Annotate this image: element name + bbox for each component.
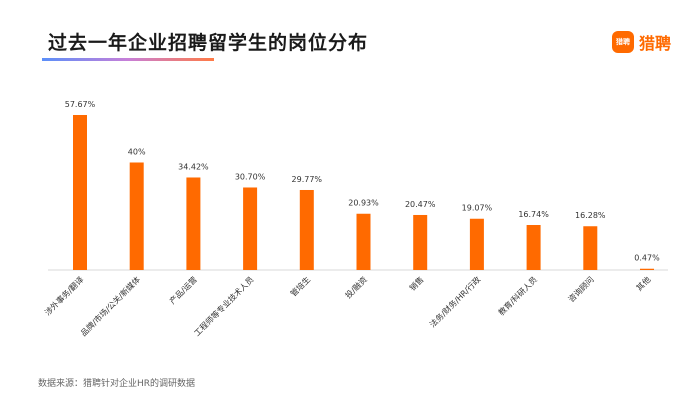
category-label-9: 咨询顾问 bbox=[566, 274, 596, 304]
bar-1 bbox=[129, 162, 144, 270]
data-label-2: 34.42% bbox=[178, 162, 209, 171]
bar-9 bbox=[583, 226, 598, 270]
data-label-9: 16.28% bbox=[575, 211, 606, 220]
category-label-4: 管培生 bbox=[288, 274, 312, 298]
category-label-6: 销售 bbox=[407, 274, 425, 292]
bar-5 bbox=[356, 213, 371, 270]
data-label-0: 57.67% bbox=[65, 100, 96, 109]
bar-6 bbox=[413, 214, 428, 270]
bar-2 bbox=[186, 177, 201, 270]
category-label-10: 其他 bbox=[634, 274, 652, 292]
data-source-note: 数据来源：猎聘针对企业HR的调研数据 bbox=[38, 379, 196, 389]
data-label-1: 40% bbox=[128, 147, 146, 156]
data-label-5: 20.93% bbox=[348, 199, 379, 208]
data-label-3: 30.70% bbox=[235, 172, 266, 181]
category-label-3: 工程师等专业技术人员 bbox=[192, 274, 256, 338]
logo-text: 猎聘 bbox=[639, 34, 672, 53]
bar-4 bbox=[299, 189, 314, 270]
category-label-5: 投/融资 bbox=[343, 274, 369, 300]
chart-title: 过去一年企业招聘留学生的岗位分布 bbox=[48, 32, 369, 54]
category-label-0: 涉外事务/翻译 bbox=[42, 274, 85, 317]
category-label-8: 教育/科研人员 bbox=[496, 274, 539, 317]
logo-badge-icon: 猎聘 bbox=[612, 31, 634, 53]
bar-0 bbox=[73, 115, 87, 270]
data-label-4: 29.77% bbox=[292, 175, 323, 184]
data-label-8: 16.74% bbox=[518, 210, 549, 219]
data-label-10: 0.47% bbox=[634, 254, 660, 263]
data-label-6: 20.47% bbox=[405, 200, 436, 209]
title-underline bbox=[42, 58, 214, 61]
category-label-2: 产品/运营 bbox=[167, 274, 199, 306]
bar-7 bbox=[469, 218, 484, 270]
bar-3 bbox=[243, 187, 258, 270]
category-label-7: 法务/财务/HR/行政 bbox=[427, 274, 482, 329]
bar-10 bbox=[640, 268, 654, 270]
liepin-logo: 猎聘 猎聘 bbox=[612, 30, 671, 54]
bar-8 bbox=[526, 225, 541, 270]
category-label-1: 品牌/市场/公关/新媒体 bbox=[78, 274, 142, 338]
data-label-7: 19.07% bbox=[462, 204, 493, 213]
